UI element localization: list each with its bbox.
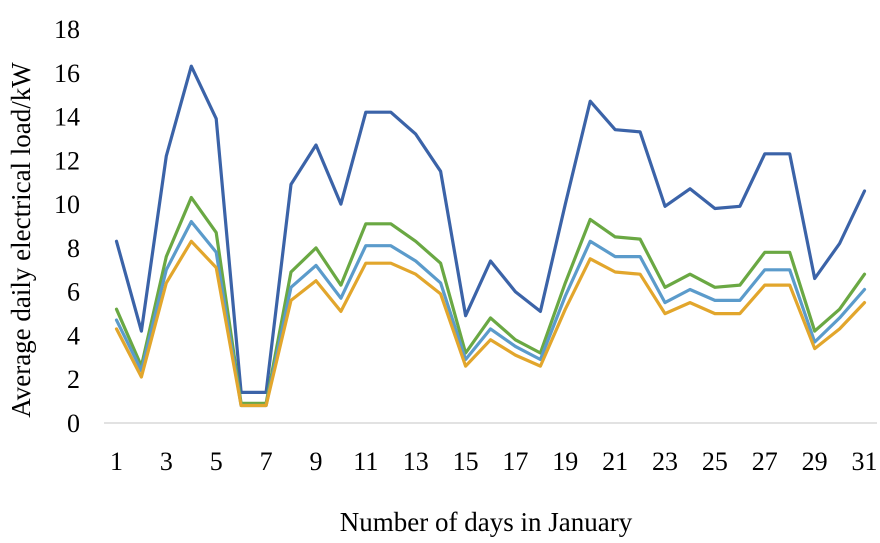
x-tick-label: 23 — [652, 447, 678, 476]
x-tick-label: 21 — [602, 447, 628, 476]
y-tick-label: 8 — [67, 234, 80, 263]
y-tick-label: 6 — [67, 278, 80, 307]
y-tick-label: 0 — [67, 409, 80, 438]
y-tick-label: 10 — [54, 190, 80, 219]
y-tick-label: 16 — [54, 59, 80, 88]
y-tick-label: 2 — [67, 365, 80, 394]
x-tick-label: 17 — [502, 447, 528, 476]
x-tick-labels: 1 3 5 7 9 11 13 15 17 19 21 23 25 27 29 31 — [110, 447, 878, 476]
y-tick-label: 18 — [54, 15, 80, 44]
y-axis-title-group: Average daily electrical load/kW — [6, 62, 36, 418]
x-tick-label: 27 — [752, 447, 778, 476]
x-tick-label: 19 — [552, 447, 578, 476]
x-tick-label: 1 — [110, 447, 123, 476]
x-tick-label: 13 — [403, 447, 429, 476]
series-line-4 — [114, 239, 867, 408]
x-tick-label: 11 — [353, 447, 378, 476]
series-layer — [114, 64, 867, 408]
x-tick-label: 7 — [260, 447, 273, 476]
x-tick-label: 15 — [453, 447, 479, 476]
y-tick-label: 12 — [54, 146, 80, 175]
x-tick-label: 25 — [702, 447, 728, 476]
x-tick-label: 9 — [309, 447, 322, 476]
x-axis-title: Number of days in January — [340, 507, 633, 537]
y-axis-title: Average daily electrical load/kW — [6, 62, 36, 418]
y-tick-label: 14 — [54, 103, 80, 132]
x-tick-label: 31 — [852, 447, 878, 476]
x-tick-label: 5 — [210, 447, 223, 476]
y-tick-labels: 0 2 4 6 8 10 12 14 16 18 — [54, 15, 80, 438]
x-tick-label: 3 — [160, 447, 173, 476]
x-tick-label: 29 — [802, 447, 828, 476]
y-tick-label: 4 — [67, 321, 80, 350]
